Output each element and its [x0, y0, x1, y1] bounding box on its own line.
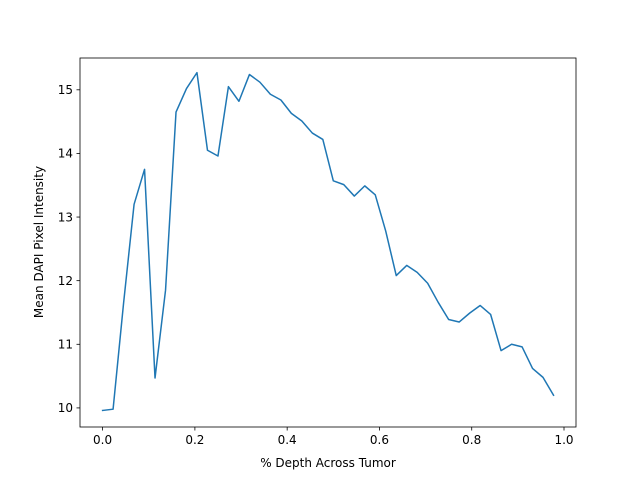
y-axis-label: Mean DAPI Pixel Intensity: [32, 166, 46, 318]
plot-area: [101, 71, 555, 412]
y-tick-label: 13: [58, 210, 73, 224]
y-tick-label: 15: [58, 83, 73, 97]
y-tick-label: 14: [58, 147, 73, 161]
x-tick-label: 0.6: [370, 433, 389, 447]
x-tick-label: 0.2: [185, 433, 204, 447]
x-tick-label: 0.8: [462, 433, 481, 447]
axes: 0.0 0.2 0.4 0.6 0.8 1.0 10 11 12 13 14 15: [58, 57, 577, 447]
x-tick-label: 1.0: [554, 433, 573, 447]
y-tick-label: 10: [58, 401, 73, 415]
x-axis-label: % Depth Across Tumor: [260, 456, 396, 470]
x-tick-label: 0.4: [278, 433, 297, 447]
axes-frame: [79, 57, 577, 428]
x-tick-label: 0.0: [93, 433, 112, 447]
y-tick-label: 12: [58, 274, 73, 288]
y-tick-label: 11: [58, 338, 73, 352]
series-line-0: [101, 71, 555, 412]
